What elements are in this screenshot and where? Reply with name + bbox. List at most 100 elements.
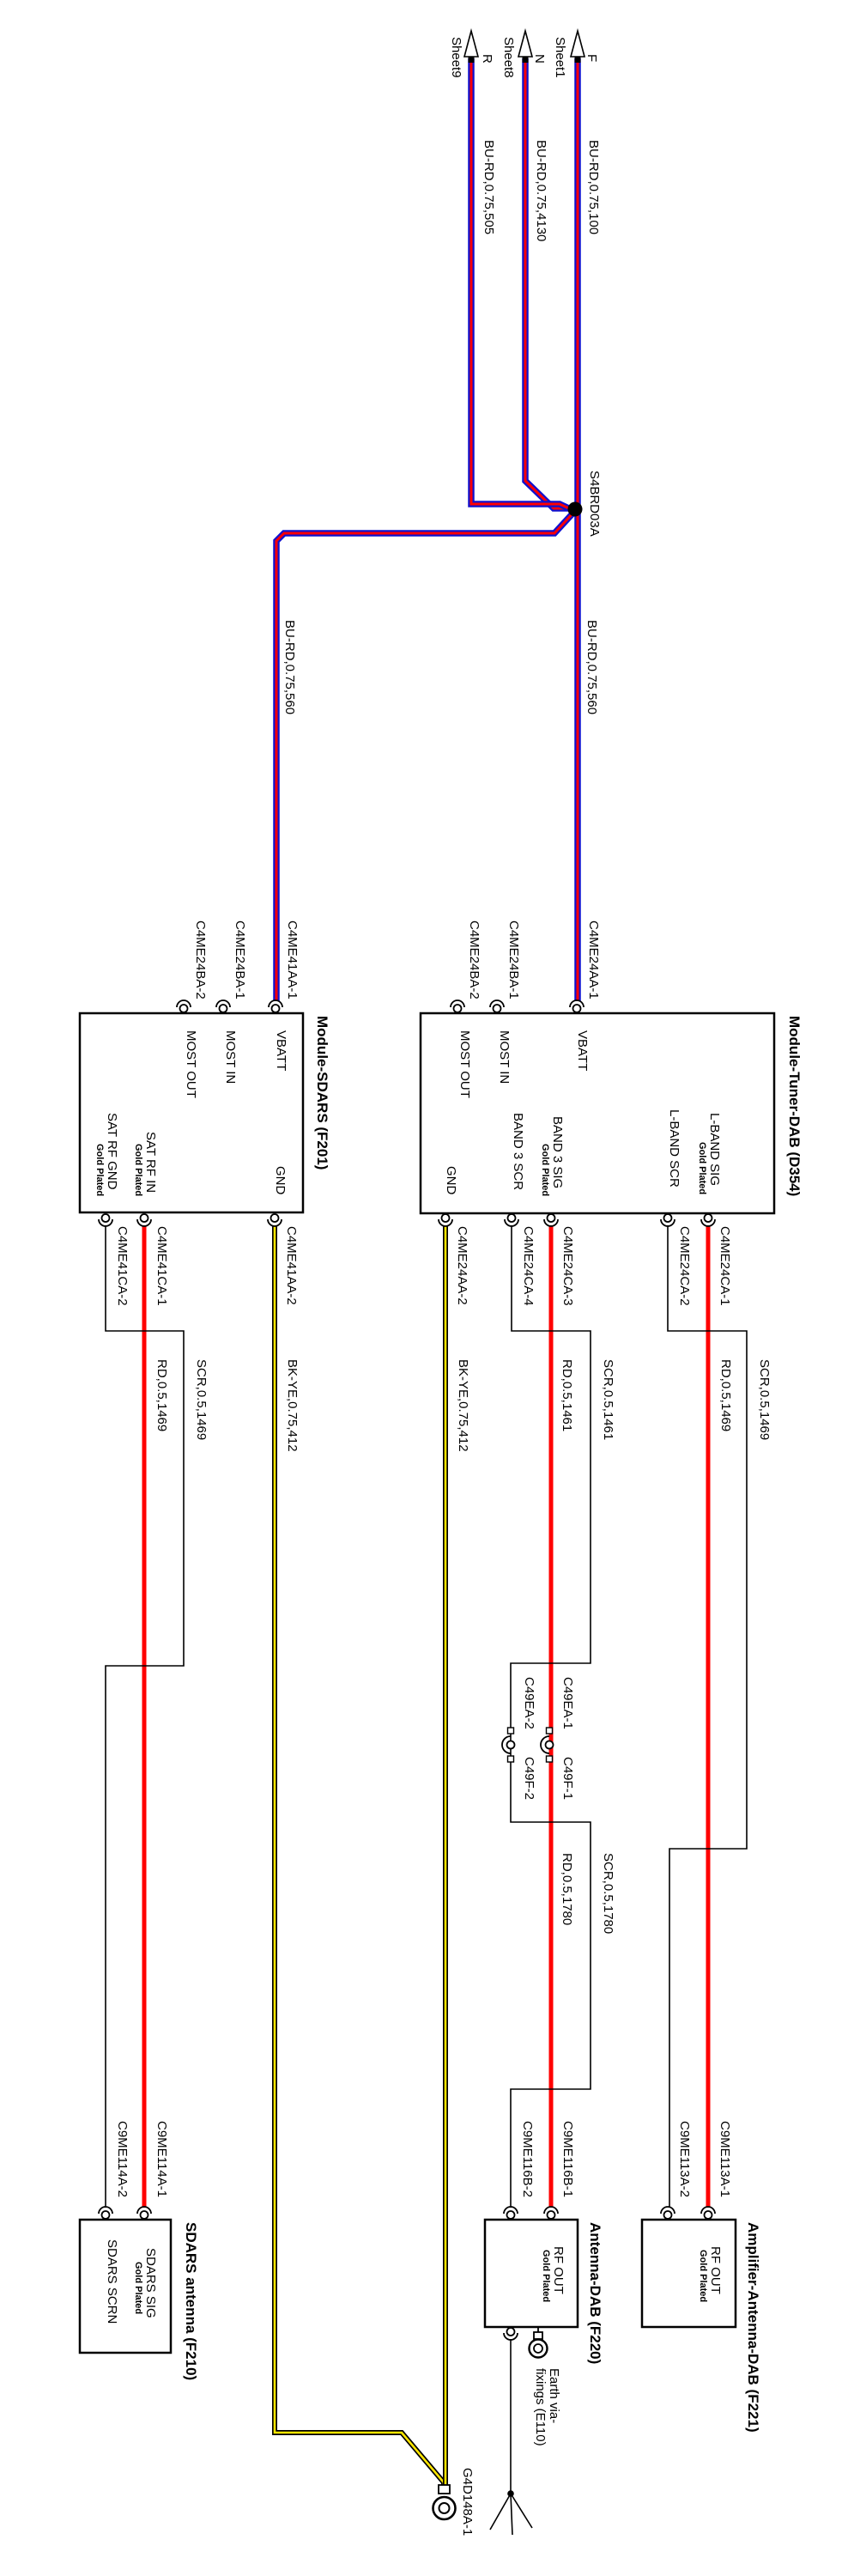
box-module-tuner-dab [419,1012,776,1215]
pin-label: GND [444,1166,458,1195]
earth-label-line1: Earth via- [547,2368,561,2424]
connector-label: C4ME24AA-1 [586,920,601,999]
pin-label: MOST OUT [457,1030,472,1098]
connector-label: C4ME24BA-2 [193,920,208,999]
wire-scr-1469-left [105,1225,185,2208]
connector-label: C49F-2 [522,1757,536,1801]
connector-label: C4ME24CA-1 [718,1226,732,1306]
connector-label: C9ME114A-1 [154,2121,169,2197]
box-amplifier-antenna-dab [640,2218,737,2329]
pin-label: Gold Plated [698,2250,708,2303]
component-title: Amplifier-Antenna-DAB (F221) [745,2222,761,2433]
pin-label: MOST IN [497,1030,512,1084]
wire-spec: BU-RD,0.75,560 [282,620,297,715]
sheet-arrow-sheet8[interactable] [517,27,534,63]
sheet-ref-8: Sheet8 [501,37,516,78]
pin-label: SAT RF GND [105,1113,119,1190]
sheet-arrow-sheet1[interactable] [569,27,586,63]
wire-spec: BU-RD,0.75,560 [585,620,599,715]
connector-label: C4ME24CA-2 [677,1226,692,1306]
connector-label: C49F-1 [560,1757,575,1801]
connector-label: C4ME24BA-1 [233,920,247,999]
pin-label: BAND 3 SCR [511,1113,525,1191]
sheet-ref-1: Sheet1 [553,37,567,78]
connector-label: C4ME24CA-3 [560,1226,575,1306]
component-title: SDARS antenna (F210) [183,2222,199,2381]
wire-spec: BU-RD,0.75,100 [586,140,601,235]
pins-module-bottoms [98,1213,716,1227]
pin-label: RF OUT [708,2246,723,2294]
sheet-arrow-sheet9[interactable] [463,27,480,63]
pin-label: BAND 3 SIG [550,1116,565,1189]
connector-label: C49EA-1 [560,1677,575,1729]
wire-spec: RD,0.5,1469 [718,1359,733,1432]
wire-spec: SCR,0.5,1469 [194,1359,209,1441]
connector-label: C4ME41AA-1 [285,920,300,999]
wire-letter-r: R [480,54,494,64]
component-title: Module-Tuner-DAB (D354) [786,1016,803,1197]
pin-label: SAT RF IN [143,1132,158,1194]
pin-label: GND [273,1166,288,1195]
pins-antenna-tops [98,2206,716,2220]
connector-label: C4ME41CA-2 [115,1226,130,1306]
box-module-sdars [78,1012,305,1214]
pin-label: L-BAND SIG [707,1113,722,1187]
earth-label-line2: fixings (E110) [533,2368,548,2446]
pin-label: VBATT [575,1030,590,1072]
pin-label: Gold Plated [540,1144,550,1197]
connector-label: C4ME24AA-2 [455,1226,469,1305]
connector-label: C9ME116B-1 [560,2121,575,2197]
pin-label: SDARS SIG [143,2248,158,2318]
connector-label: C4ME24BA-1 [506,920,521,999]
connector-label: C9ME114A-2 [115,2121,130,2197]
pin-label: MOST IN [223,1030,238,1084]
wire-spec: RD,0.5,1461 [560,1359,574,1432]
pin-label: Gold Plated [697,1142,707,1195]
wire-spec: RD,0.5,1780 [560,1853,574,1926]
connector-label: C9ME113A-2 [677,2121,692,2197]
connector-label: C49EA-2 [522,1677,536,1729]
pin-label: Gold Plated [133,1144,143,1197]
pin-label: Gold Plated [133,2262,143,2315]
wire-spec: SCR,0.5,1780 [601,1853,615,1935]
wire-spec: SCR,0.5,1461 [601,1359,615,1441]
ground-eyelet-g4d148a [432,2484,457,2521]
splice-junction [567,501,583,517]
wire-spec: RD,0.5,1469 [154,1359,169,1432]
pin-label: VBATT [274,1030,288,1072]
wire-spec: BK-YE,0.75,412 [285,1359,300,1452]
earth-fixing-eyelet-e110 [528,2327,548,2359]
wire-letter-f: F [585,54,599,63]
connector-label: C4ME24CA-4 [521,1226,536,1306]
pin-label: MOST OUT [184,1030,198,1098]
wire-spec: BU-RD,0.75,4130 [534,140,548,242]
wire-spec: BK-YE,0.75,412 [456,1359,470,1452]
pin-label: SDARS SCRN [105,2239,119,2324]
connector-label: C4ME24BA-2 [467,920,482,999]
wire-bk-ye-412-left [272,1225,446,2487]
pin-label: RF OUT [551,2246,566,2294]
pin-antenna-dab-bottom [503,2327,518,2341]
pins-module-tops [176,999,585,1013]
component-title: Antenna-DAB (F220) [587,2222,603,2365]
connector-label: C4ME41CA-1 [154,1226,169,1306]
wire-spec: SCR,0.5,1469 [757,1359,772,1441]
splice-label: S4BRD03A [587,471,602,537]
pin-label: L-BAND SCR [667,1109,681,1188]
wire-bu-rd-505 [468,58,574,513]
box-sdars-antenna [78,2218,173,2354]
box-antenna-dab [483,2218,579,2329]
wire-spec: BU-RD,0.75,505 [482,140,496,235]
component-title: Module-SDARS (F201) [314,1016,330,1170]
pin-label: Gold Plated [94,1144,105,1197]
chassis-earth-symbol [489,2490,533,2536]
pin-label: Gold Plated [541,2250,551,2303]
connector-label: C4ME41AA-2 [284,1226,299,1305]
wire-scr-1469-right [667,1225,748,2208]
connector-label: C9ME116B-2 [520,2121,535,2197]
wire-bu-rd-4130 [522,58,570,512]
ground-label: G4D148A-1 [460,2468,475,2537]
sheet-ref-9: Sheet9 [449,37,463,78]
